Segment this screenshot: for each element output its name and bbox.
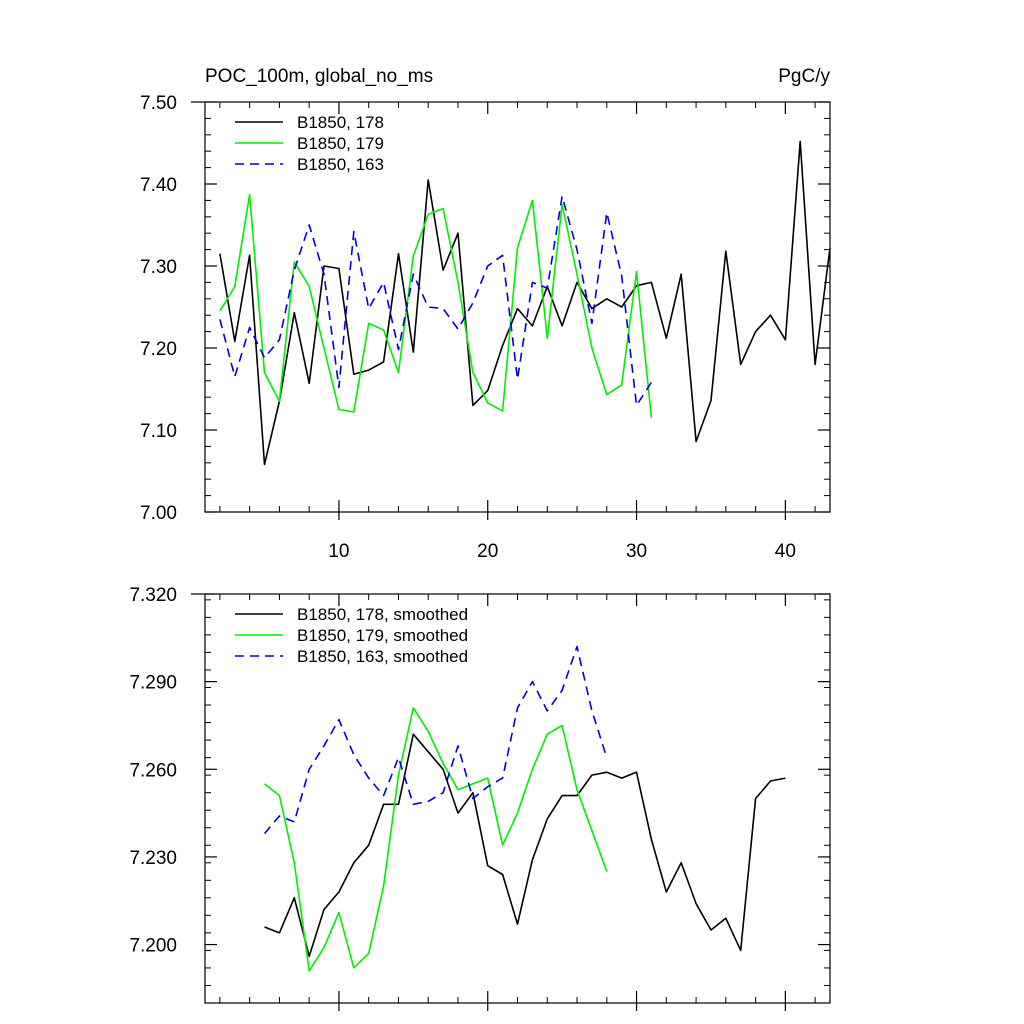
y-tick-label: 7.40 xyxy=(140,175,177,196)
series-line-1 xyxy=(264,707,608,972)
legend-label-0: B1850, 178 xyxy=(297,113,384,132)
x-tick-label: 20 xyxy=(477,541,498,562)
y-tick-label: 7.200 xyxy=(129,936,177,957)
legend-label-0: B1850, 178, smoothed xyxy=(297,605,468,624)
y-tick-label: 7.260 xyxy=(129,760,177,781)
x-tick-label: 40 xyxy=(775,541,796,562)
y-tick-label: 7.320 xyxy=(129,585,177,606)
legend-label-1: B1850, 179, smoothed xyxy=(297,626,468,645)
y-tick-label: 7.30 xyxy=(140,257,177,278)
series-line-1 xyxy=(219,193,653,418)
y-tick-label: 7.10 xyxy=(140,421,177,442)
chart-units: PgC/y xyxy=(778,66,830,87)
y-tick-label: 7.20 xyxy=(140,339,177,360)
y-tick-label: 7.230 xyxy=(129,848,177,869)
y-tick-label: 7.50 xyxy=(140,93,177,114)
x-tick-label: 10 xyxy=(328,541,349,562)
series-line-2 xyxy=(219,195,653,407)
x-tick-label: 30 xyxy=(626,541,647,562)
legend-label-1: B1850, 179 xyxy=(297,134,384,153)
legend-label-2: B1850, 163, smoothed xyxy=(297,647,468,666)
top-panel: 7.00 7.10 7.20 7.30 7.40 7.50 10 20 30 40 POC_100m… xyxy=(140,66,831,562)
y-tick-label: 7.290 xyxy=(129,673,177,694)
bottom-panel: 7.200 7.230 7.260 7.290 7.320 B1850, 178, smo… xyxy=(129,585,831,1011)
legend-label-2: B1850, 163 xyxy=(297,155,384,174)
series-line-0 xyxy=(219,140,831,466)
chart-title: POC_100m, global_no_ms xyxy=(205,66,433,87)
y-tick-label: 7.00 xyxy=(140,503,177,524)
series-line-0 xyxy=(264,733,786,958)
